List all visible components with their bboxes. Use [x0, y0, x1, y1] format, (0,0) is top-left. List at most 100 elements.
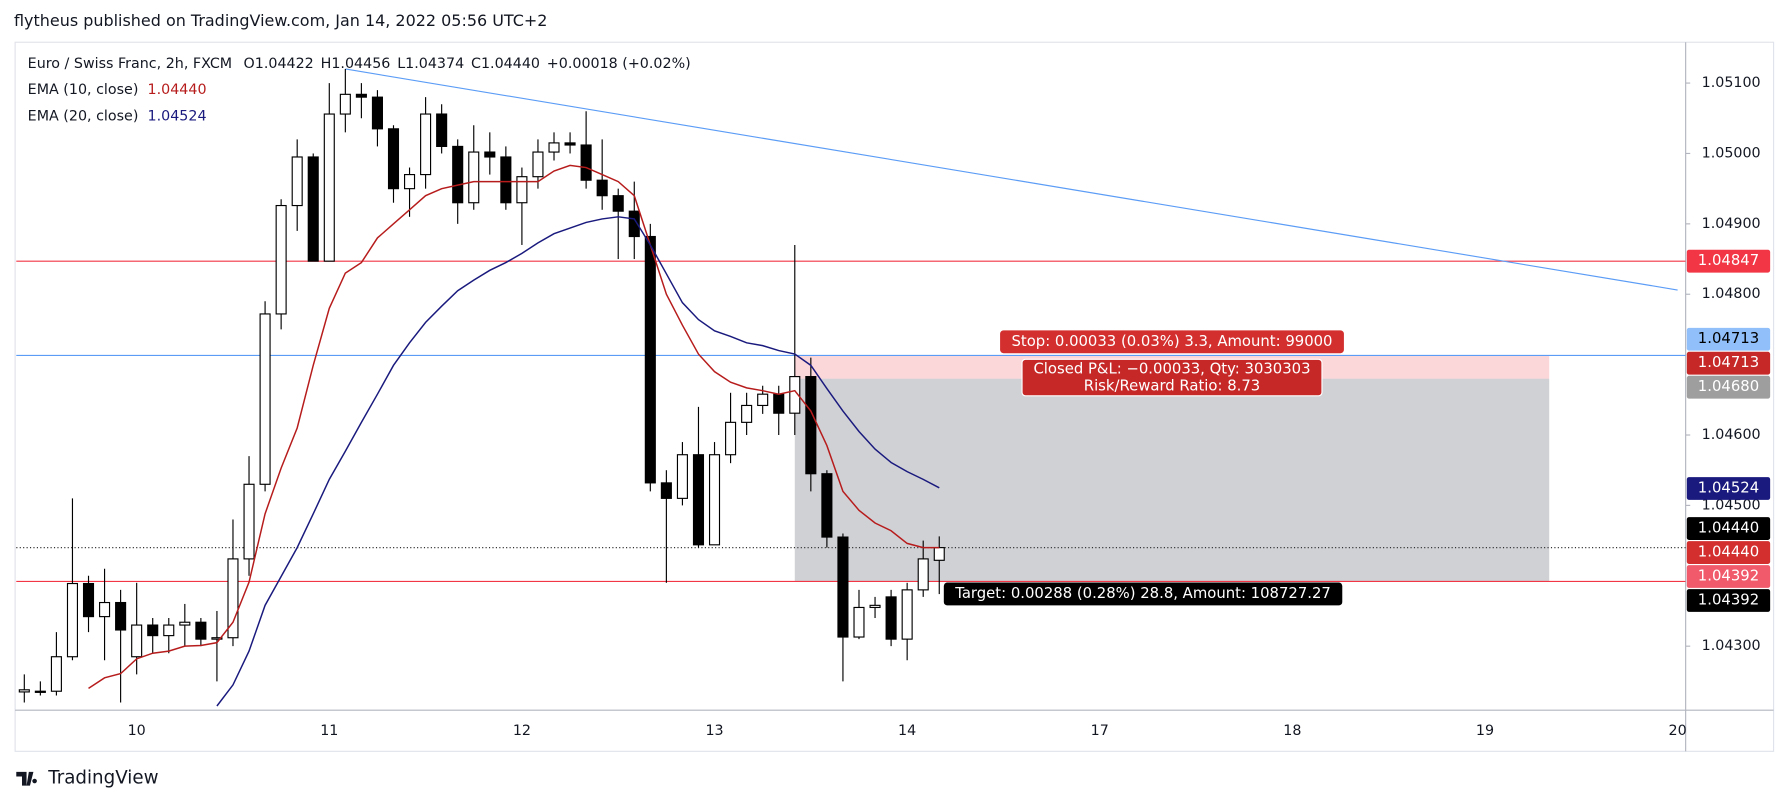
x-tick-label: 13 [705, 723, 723, 739]
candle-body [885, 596, 897, 640]
candle-body [387, 128, 400, 190]
candle-body [468, 151, 480, 204]
legend-value: 1.04440 [148, 82, 207, 98]
candle-body [596, 179, 608, 197]
candle-body [644, 235, 656, 484]
stop-label-text: Stop: 0.00033 (0.03%) 3.3, Amount: 99000 [1012, 333, 1333, 350]
pnl-label: Closed P&L: −0.00033, Qty: 3030303Risk/R… [1021, 358, 1323, 397]
y-tick-label: 1.04900 [1702, 216, 1761, 232]
price-tag [1686, 517, 1771, 540]
tradingview-logo: TradingView [16, 768, 159, 789]
price-tag [1686, 351, 1771, 375]
candle-body [805, 376, 817, 475]
x-tick-label: 17 [1091, 723, 1109, 739]
candle-body [612, 195, 624, 212]
candle-body [275, 204, 287, 315]
candle-body [243, 483, 255, 560]
publisher: flytheus published on TradingView.com, J… [14, 11, 547, 30]
candle-body [676, 454, 688, 499]
candle-body [773, 393, 785, 414]
candle-body [403, 174, 416, 190]
ohlc-change: +0.00018 (+0.02%) [547, 56, 691, 72]
x-tick-label: 11 [320, 723, 338, 739]
candle-body [18, 689, 30, 693]
target-label-box [943, 582, 1343, 606]
price-tag [1686, 249, 1771, 273]
stop-label: Stop: 0.00033 (0.03%) 3.3, Amount: 99000 [1000, 330, 1344, 354]
candle-body [901, 589, 913, 640]
price-tag-label: 1.04680 [1698, 378, 1759, 395]
candle-body [628, 210, 640, 238]
ohlc: H1.04456 [321, 56, 391, 72]
candle-body [484, 151, 496, 158]
price-tag-label: 1.04440 [1698, 520, 1759, 537]
overlay: 1.05100 1.05000 1.04900 1.04800 1.04600 1.045… [28, 75, 1771, 739]
logo-icon [16, 771, 37, 786]
candle-body [131, 624, 143, 658]
pnl-box [1021, 358, 1323, 397]
candle-body [115, 601, 127, 631]
price-tag-label: 1.04713 [1698, 354, 1759, 371]
y-tick-label: 1.04300 [1702, 638, 1761, 654]
candle-body [821, 473, 833, 538]
candle-body [933, 547, 945, 561]
candle-body [420, 113, 432, 176]
rr-text: Risk/Reward Ratio: 8.73 [1084, 378, 1260, 395]
ohlc: C1.04440 [471, 56, 540, 72]
candle-body [725, 421, 737, 456]
legend-entry: EMA (20, close) 1.04524 [28, 108, 207, 124]
price-tag-label: 1.04392 [1698, 568, 1759, 585]
y-tick-label: 1.04800 [1702, 286, 1761, 302]
legend-name: EMA (20, close) [28, 108, 139, 124]
ema-line [88, 164, 940, 690]
price-tag [1686, 477, 1771, 500]
price-tag [1686, 327, 1771, 351]
frame [14, 41, 1775, 752]
candle-body [741, 404, 753, 423]
candle-body [82, 582, 95, 618]
candle-body [837, 536, 849, 638]
target-label: Target: 0.00288 (0.28%) 28.8, Amount: 10… [943, 582, 1343, 606]
legend-name: EMA (10, close) [28, 82, 139, 98]
candle-body [757, 393, 769, 407]
candle-body [66, 582, 79, 658]
target-label-text: Target: 0.00288 (0.28%) 28.8, Amount: 10… [954, 585, 1331, 602]
price-tag [1686, 589, 1771, 612]
candle-body [323, 113, 335, 262]
x-tick-label: 20 [1669, 723, 1687, 739]
candle-body [708, 454, 721, 546]
price-tag [1686, 565, 1771, 588]
x-tick-label: 10 [128, 723, 146, 739]
candle-body [371, 96, 383, 130]
candle-body [789, 376, 801, 414]
stop-label-box [1000, 330, 1344, 354]
ohlc: L1.04374 [397, 56, 464, 72]
price-tag-label: 1.04440 [1698, 544, 1759, 561]
symbol: Euro / Swiss Franc, 2h, FXCM [28, 56, 232, 72]
candle-body [307, 156, 319, 262]
candle-body [227, 558, 239, 639]
candle-body [853, 606, 865, 638]
candle-body [179, 621, 191, 626]
price-tag-label: 1.04392 [1698, 591, 1759, 608]
price-tag [1686, 541, 1771, 564]
x-tick-label: 18 [1283, 723, 1301, 739]
candle-body [339, 93, 351, 115]
candle-body [147, 624, 159, 637]
price-tag-label: 1.04713 [1698, 330, 1759, 347]
price-tag-label: 1.04524 [1698, 480, 1759, 497]
candle-body [580, 144, 592, 181]
candle-body [163, 624, 175, 637]
y-tick-label: 1.04500 [1702, 497, 1761, 513]
candle-body [564, 142, 576, 146]
price-tag-label: 1.04847 [1698, 252, 1759, 269]
y-tick-label: 1.04600 [1702, 427, 1761, 443]
candle-body [195, 621, 207, 640]
candle-body [692, 454, 705, 546]
candle-body [869, 604, 881, 609]
trendline [345, 68, 1678, 291]
candle-body [34, 690, 46, 693]
